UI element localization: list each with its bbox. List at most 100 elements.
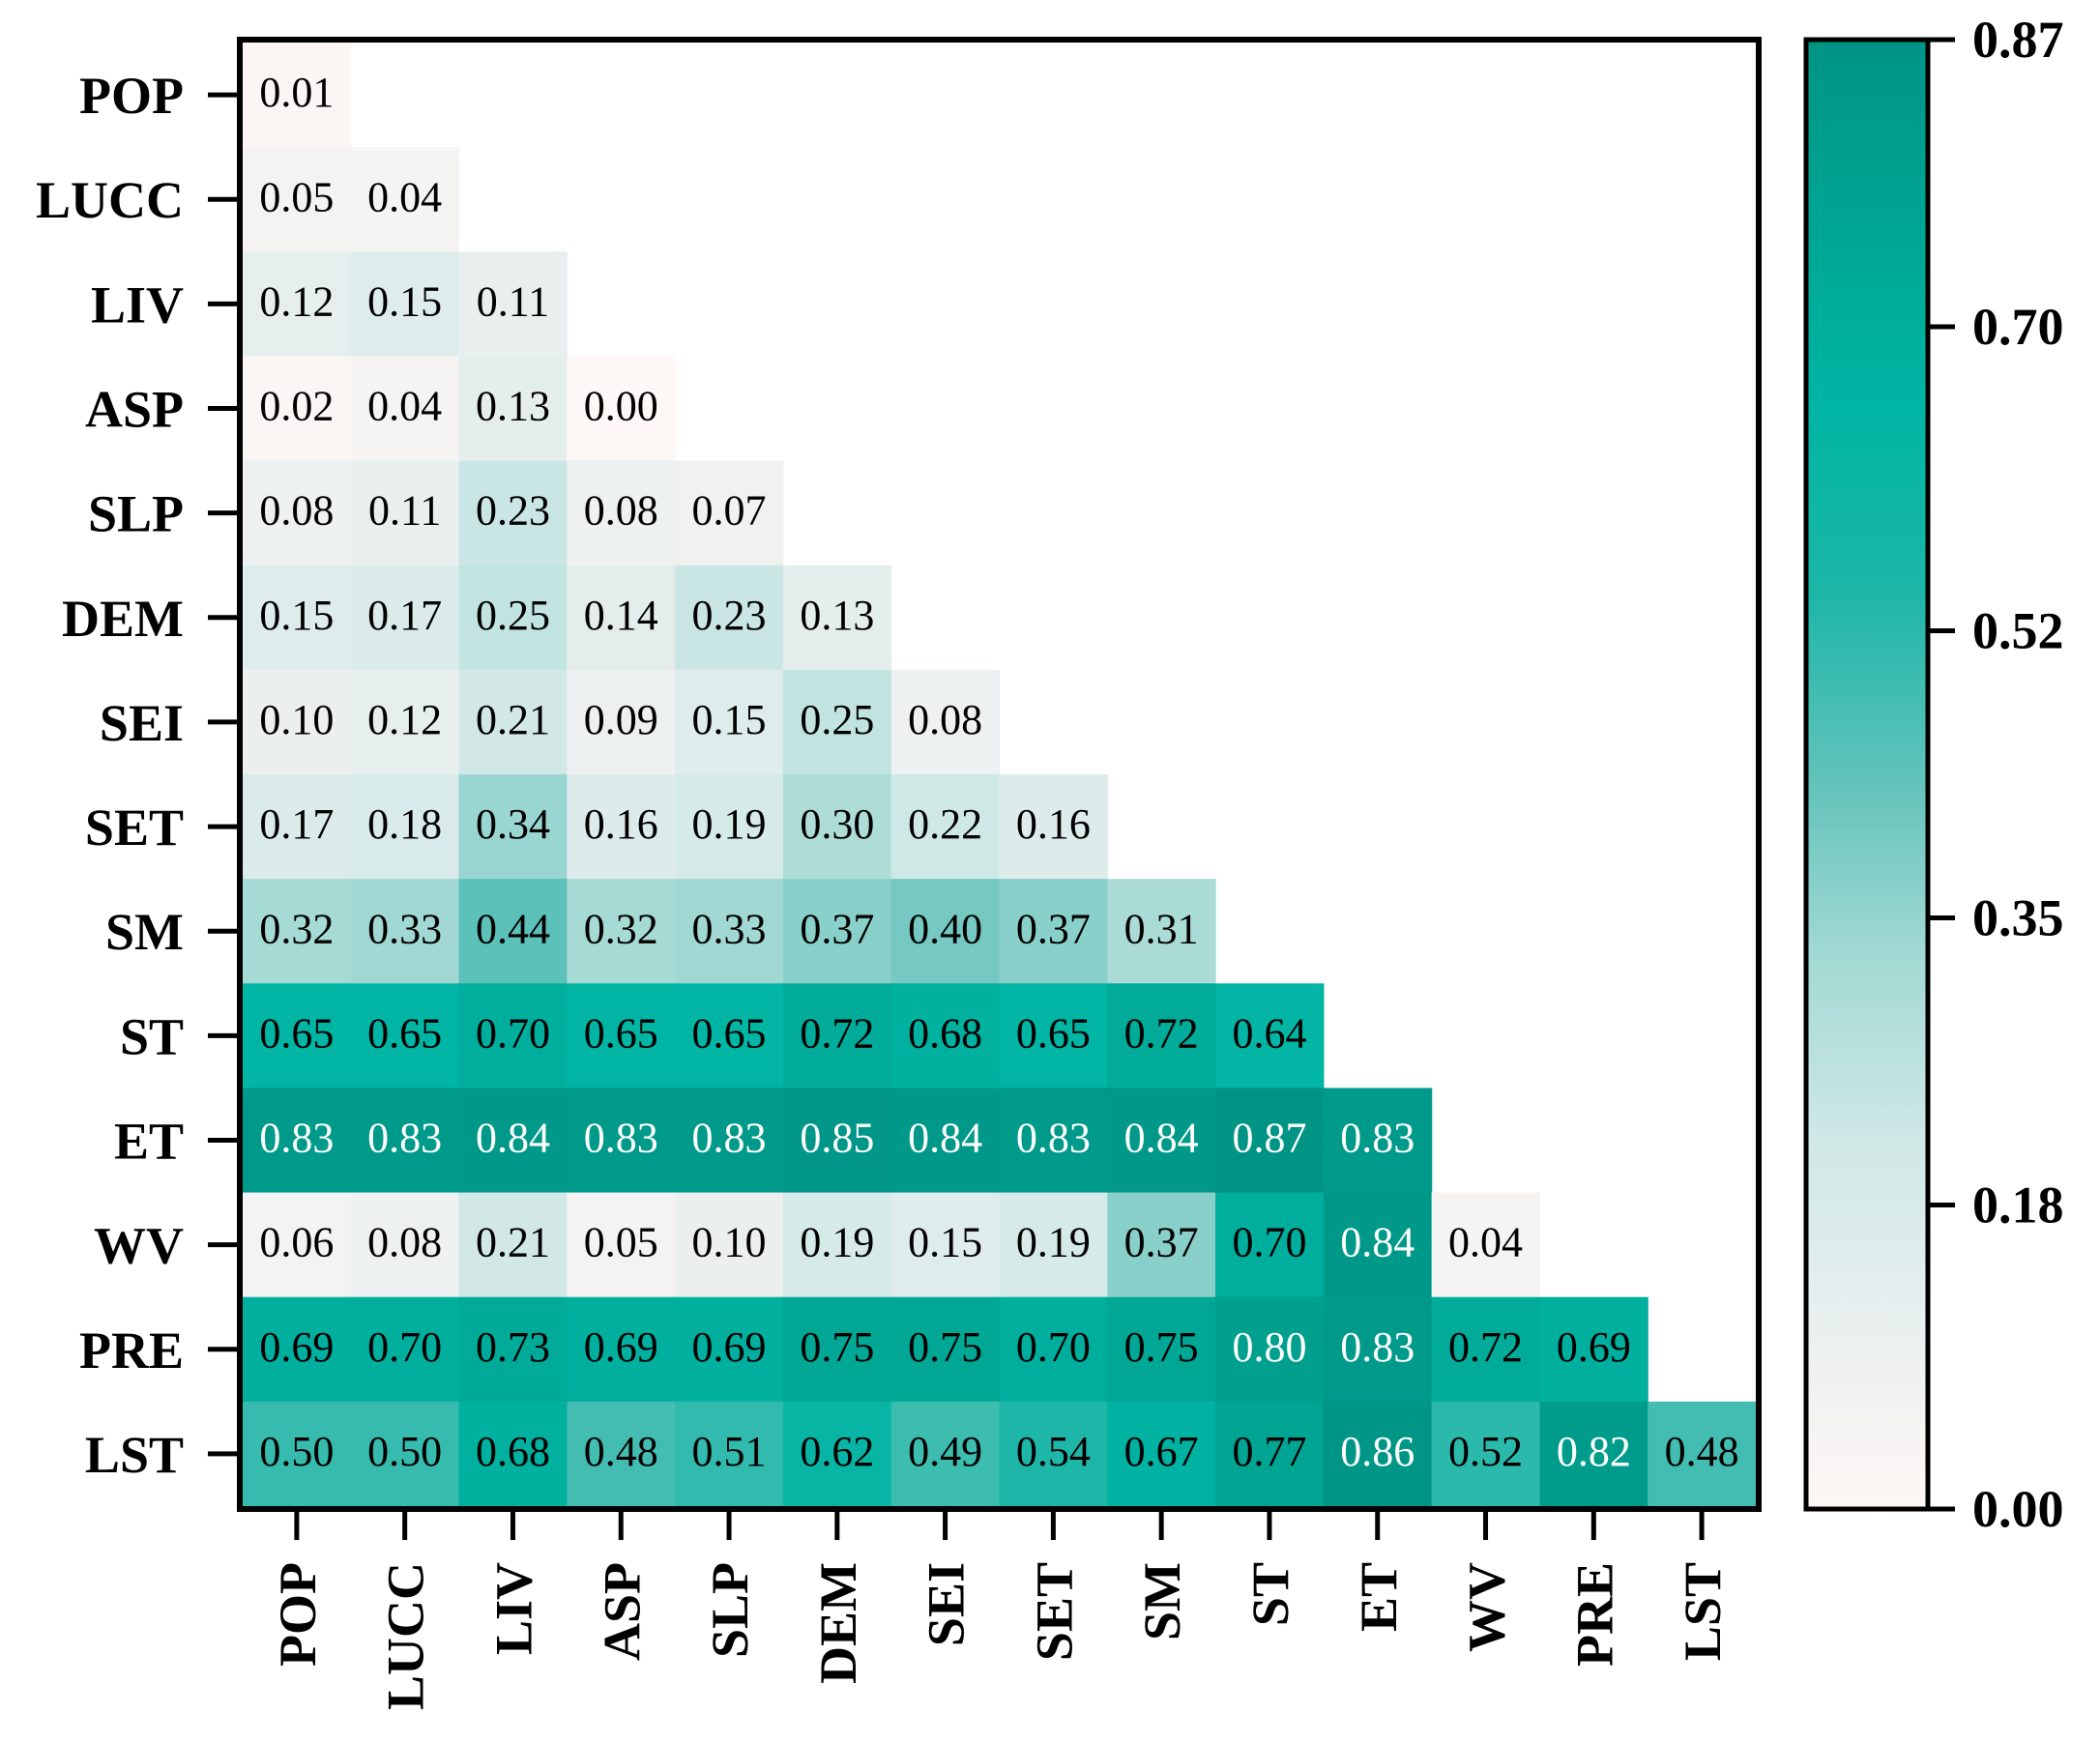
x-tick-label-dem: DEM	[809, 1562, 867, 1684]
x-tick-label-et: ET	[1350, 1562, 1408, 1632]
heatmap-cell-pre-sm	[1107, 1296, 1216, 1403]
heatmap-cell-pre-lucc	[350, 1296, 460, 1403]
colorbar-tick-label: 0.00	[1972, 1480, 2064, 1538]
cell-value-label: 0.75	[800, 1323, 874, 1371]
heatmap-cell-et-sm	[1107, 1088, 1216, 1194]
cell-value-label: 0.19	[692, 800, 767, 848]
heatmap-cell-lst-slp	[675, 1401, 784, 1507]
colorbar-tick-label: 0.18	[1972, 1176, 2064, 1234]
cell-value-label: 0.04	[367, 383, 442, 430]
colorbar-tick-label: 0.70	[1972, 298, 2064, 356]
heatmap-cell-st-lucc	[350, 983, 460, 1089]
colorbar-tick-label: 0.87	[1972, 11, 2064, 69]
heatmap-cell-lst-wv	[1431, 1401, 1541, 1507]
cell-value-label: 0.83	[367, 1115, 442, 1162]
cell-value-label: 0.31	[1124, 905, 1199, 952]
cell-value-label: 0.85	[800, 1115, 874, 1162]
cell-value-label: 0.83	[259, 1115, 334, 1162]
cell-value-label: 0.83	[1016, 1115, 1091, 1162]
x-tick-label-wv: WV	[1458, 1562, 1516, 1652]
cell-value-label: 0.11	[368, 487, 441, 535]
heatmap-cell-wv-et	[1323, 1192, 1433, 1298]
cell-value-label: 0.21	[476, 1219, 550, 1266]
heatmap-cell-sm-asp	[567, 879, 676, 984]
x-tick-label-sei: SEI	[918, 1562, 976, 1646]
cell-value-label: 0.15	[367, 277, 442, 325]
cell-value-label: 0.65	[584, 1009, 658, 1057]
cell-value-label: 0.40	[908, 905, 982, 952]
y-tick-label-dem: DEM	[62, 590, 184, 648]
heatmap-cell-dem-slp	[675, 565, 784, 671]
cell-value-label: 0.05	[259, 173, 334, 220]
cell-value-label: 0.16	[584, 800, 658, 848]
y-tick-label-wv: WV	[94, 1217, 184, 1275]
heatmap-cell-lst-lst	[1648, 1401, 1757, 1507]
heatmap-cell-set-lucc	[350, 774, 460, 880]
heatmap-cell-slp-slp	[675, 460, 784, 566]
heatmap-cell-slp-liv	[458, 460, 568, 566]
cell-value-label: 0.83	[1340, 1323, 1415, 1371]
x-tick-label-asp: ASP	[593, 1562, 651, 1661]
heatmap-cell-set-asp	[567, 774, 676, 880]
heatmap-cell-slp-pop	[243, 460, 352, 566]
heatmap-cell-wv-set	[999, 1192, 1108, 1298]
y-tick-label-sei: SEI	[100, 694, 184, 752]
cell-value-label: 0.72	[1124, 1009, 1199, 1057]
heatmap-cell-et-lucc	[350, 1088, 460, 1194]
cell-value-label: 0.48	[1665, 1428, 1739, 1475]
heatmap-cell-lst-sm	[1107, 1401, 1216, 1507]
colorbar-tick-label: 0.35	[1972, 889, 2064, 947]
heatmap-cell-st-set	[999, 983, 1108, 1089]
heatmap-cell-sei-liv	[458, 669, 568, 775]
x-tick-label-pre: PRE	[1565, 1562, 1623, 1667]
cell-value-label: 0.49	[908, 1428, 982, 1475]
heatmap-cell-st-sei	[890, 983, 1001, 1089]
cell-value-label: 0.50	[259, 1428, 334, 1475]
y-tick-label-asp: ASP	[85, 381, 184, 439]
heatmap-cell-wv-asp	[567, 1192, 676, 1298]
y-tick-label-et: ET	[114, 1113, 184, 1171]
cell-value-label: 0.10	[692, 1219, 767, 1266]
y-tick-label-lucc: LUCC	[36, 171, 184, 229]
x-tick-label-st: ST	[1241, 1562, 1299, 1626]
cell-value-label: 0.50	[367, 1428, 442, 1475]
heatmap-cell-sm-slp	[675, 879, 784, 984]
cell-value-label: 0.62	[800, 1428, 874, 1475]
heatmap-cell-set-pop	[243, 774, 352, 880]
heatmap-cell-st-st	[1215, 983, 1325, 1089]
heatmap-cell-et-sei	[890, 1088, 1001, 1194]
colorbar-gradient	[1803, 37, 1931, 1512]
cell-value-label: 0.04	[367, 173, 442, 220]
heatmap-cell-lst-pre	[1539, 1401, 1648, 1507]
cell-value-label: 0.32	[259, 905, 334, 952]
heatmap-cell-pre-st	[1215, 1296, 1325, 1403]
heatmap-cell-dem-asp	[567, 565, 676, 671]
heatmap-cell-et-asp	[567, 1088, 676, 1194]
cell-value-label: 0.19	[800, 1219, 874, 1266]
plot-frame	[237, 37, 1762, 1512]
heatmap-cell-st-slp	[675, 983, 784, 1089]
x-tick-label-sm: SM	[1133, 1562, 1191, 1640]
cell-value-label: 0.44	[476, 905, 550, 952]
heatmap-cell-lst-st	[1215, 1401, 1325, 1507]
cell-value-label: 0.84	[908, 1115, 982, 1162]
heatmap-cell-sm-sm	[1107, 879, 1216, 984]
heatmap-cell-et-st	[1215, 1088, 1325, 1194]
cell-value-label: 0.09	[584, 696, 658, 743]
cell-value-label: 0.70	[476, 1009, 550, 1057]
cell-value-label: 0.37	[800, 905, 874, 952]
cell-value-label: 0.69	[692, 1323, 767, 1371]
cell-value-label: 0.02	[259, 383, 334, 430]
cell-value-label: 0.73	[476, 1323, 550, 1371]
heatmap-cell-asp-liv	[458, 356, 568, 462]
heatmap-cell-pre-slp	[675, 1296, 784, 1403]
cell-value-label: 0.23	[692, 592, 767, 639]
cell-value-label: 0.86	[1340, 1428, 1415, 1475]
x-tick-label-set: SET	[1025, 1562, 1083, 1661]
heatmap-cell-pre-pop	[243, 1296, 352, 1403]
heatmap-cell-sei-lucc	[350, 669, 460, 775]
cell-value-label: 0.70	[1016, 1323, 1091, 1371]
heatmap-cell-wv-wv	[1431, 1192, 1541, 1298]
cell-value-label: 0.15	[908, 1219, 982, 1266]
cell-value-label: 0.65	[1016, 1009, 1091, 1057]
